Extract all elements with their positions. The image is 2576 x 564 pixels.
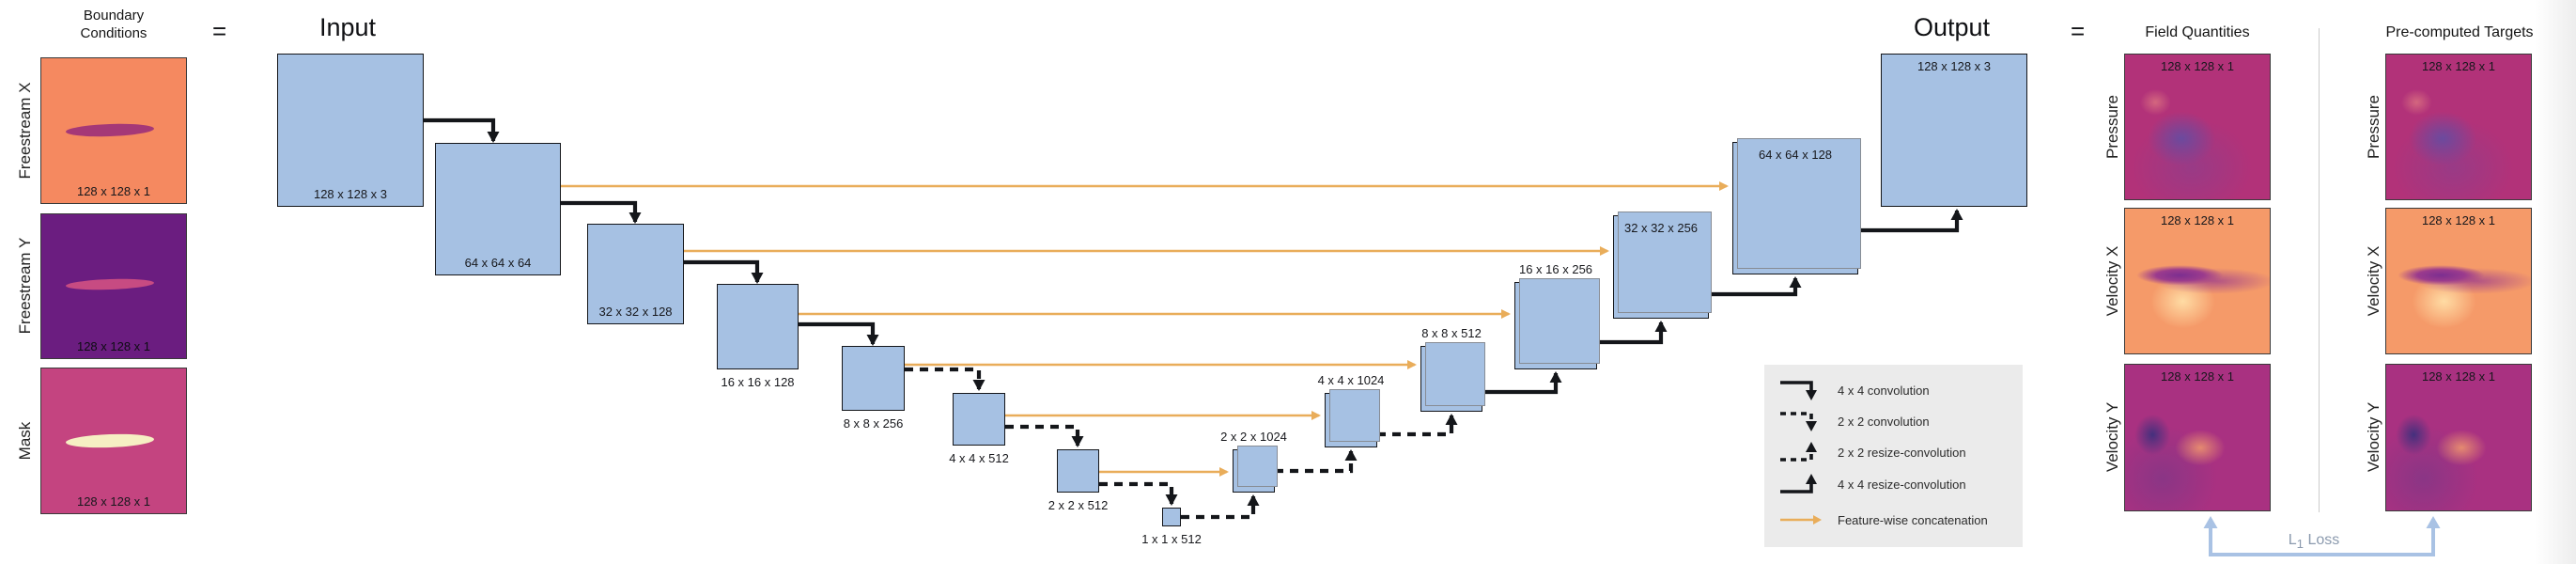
l1-loss-rest: Loss <box>2304 532 2340 548</box>
legend-label: 4 x 4 resize-convolution <box>1838 477 1966 492</box>
legend-label: Feature-wise concatenation <box>1838 512 1988 527</box>
l1-loss-label: L1 Loss <box>2239 532 2389 551</box>
block-dec-2-dims: 2 x 2 x 1024 <box>1220 430 1287 444</box>
block-dec-4-dims: 4 x 4 x 1024 <box>1317 373 1385 387</box>
block-enc-1-dims: 1 x 1 x 512 <box>1141 532 1202 546</box>
pressure-target-image: 128 x 128 x 1 <box>2385 54 2532 200</box>
resize2-arrow <box>1275 449 1358 474</box>
block-enc-64-dims: 64 x 64 x 64 <box>464 256 532 270</box>
block-enc-16: 16 x 16 x 128 <box>717 284 799 389</box>
output-title: Output <box>1914 13 1991 41</box>
block-dec-32: 32 x 32 x 256 <box>1613 211 1712 319</box>
block-dec-4: 4 x 4 x 1024 <box>1318 373 1384 447</box>
block-enc-4: 4 x 4 x 512 <box>949 393 1009 465</box>
block-enc-8-dims: 8 x 8 x 256 <box>843 416 904 431</box>
equals-right: = <box>2071 17 2086 45</box>
resize4-arrow <box>1482 371 1562 395</box>
resize2-legend-icon <box>1780 442 1817 462</box>
pressure-field-image: 128 x 128 x 1 <box>2124 54 2271 200</box>
freestream-y-image: 128 x 128 x 1 <box>40 213 187 359</box>
mask-dims: 128 x 128 x 1 <box>76 494 151 509</box>
legend-item: Feature-wise concatenation <box>1777 506 1988 534</box>
conv2-legend-icon <box>1780 412 1817 431</box>
block-dec-2: 2 x 2 x 1024 <box>1220 430 1287 493</box>
concat-legend-icon <box>1780 515 1822 525</box>
input-title: Input <box>319 13 377 41</box>
legend-label: 2 x 2 convolution <box>1838 414 1930 429</box>
velocity-x-target-dims: 128 x 128 x 1 <box>2421 213 2496 227</box>
block-enc-2: 2 x 2 x 512 <box>1048 449 1108 512</box>
block-enc-2-dims: 2 x 2 x 512 <box>1047 498 1109 512</box>
block-input: 128 x 128 x 3 <box>277 54 424 207</box>
block-dec-8: 8 x 8 x 512 <box>1420 326 1485 412</box>
block-enc-64: 64 x 64 x 64 <box>435 143 561 275</box>
block-dec-64: 64 x 64 x 128 <box>1732 137 1861 274</box>
precomputed-targets-title: Pre-computed Targets <box>2385 24 2534 40</box>
conv4-legend-icon <box>1780 381 1817 400</box>
velocity-y-target-image: 128 x 128 x 1 <box>2385 364 2532 511</box>
block-input-dims: 128 x 128 x 3 <box>313 187 388 201</box>
velocity-y-field-dims: 128 x 128 x 1 <box>2160 369 2235 384</box>
column-divider <box>2319 28 2320 512</box>
block-enc-1: 1 x 1 x 512 <box>1141 508 1202 546</box>
block-dec-16-dims: 16 x 16 x 256 <box>1518 262 1593 276</box>
block-enc-32: 32 x 32 x 128 <box>587 224 684 324</box>
resize4-arrow <box>1597 321 1668 345</box>
velocity-x-field-image: 128 x 128 x 1 <box>2124 208 2271 354</box>
freestream-x-dims: 128 x 128 x 1 <box>76 184 151 198</box>
right-edge-shade <box>2535 0 2576 564</box>
legend-item: 2 x 2 convolution <box>1777 407 1930 435</box>
pressure-target-dims: 128 x 128 x 1 <box>2421 59 2496 73</box>
legend-label: 2 x 2 resize-convolution <box>1838 445 1966 460</box>
freestream-y-dims: 128 x 128 x 1 <box>76 339 151 353</box>
field-quantities-title: Field Quantities <box>2145 24 2250 40</box>
block-dec-8-dims: 8 x 8 x 512 <box>1421 326 1482 340</box>
resize4-legend-icon <box>1780 474 1817 494</box>
l1-loss-base: L <box>2288 532 2297 548</box>
conv2-arrow <box>905 367 985 391</box>
legend-item: 4 x 4 convolution <box>1777 376 1930 404</box>
airfoil-shape <box>65 122 155 138</box>
block-enc-16-dims: 16 x 16 x 128 <box>721 375 795 389</box>
legend-item: 4 x 4 resize-convolution <box>1777 470 1966 498</box>
l1-loss-sub: 1 <box>2296 537 2304 552</box>
boundary-conditions-title: Boundary Conditions <box>80 8 147 41</box>
airfoil-shape <box>65 277 155 291</box>
airfoil-shape <box>65 432 155 449</box>
block-enc-32-dims: 32 x 32 x 128 <box>598 305 673 319</box>
conv2-arrow <box>1005 424 1084 447</box>
conv4-arrow <box>561 200 642 224</box>
resize4-arrow <box>1709 276 1802 297</box>
block-dec-32-dims: 32 x 32 x 256 <box>1623 221 1699 235</box>
block-enc-8: 8 x 8 x 256 <box>842 346 905 431</box>
velocity-x-field-dims: 128 x 128 x 1 <box>2160 213 2235 227</box>
equals-left: = <box>212 17 227 45</box>
block-dec-64-dims: 64 x 64 x 128 <box>1758 148 1833 162</box>
block-output: 128 x 128 x 3 <box>1881 54 2027 207</box>
pressure-field-dims: 128 x 128 x 1 <box>2160 59 2235 73</box>
legend-box: 4 x 4 convolution 2 x 2 convolution 2 x … <box>1764 365 2023 547</box>
velocity-y-target-dims: 128 x 128 x 1 <box>2421 369 2496 384</box>
resize2-arrow <box>1181 494 1260 520</box>
freestream-x-image: 128 x 128 x 1 <box>40 57 187 204</box>
conv4-arrow <box>424 118 500 143</box>
conv4-arrow <box>799 321 879 346</box>
block-dec-16: 16 x 16 x 256 <box>1514 262 1600 369</box>
resize2-arrow <box>1377 414 1458 437</box>
mask-image: 128 x 128 x 1 <box>40 368 187 514</box>
block-enc-4-dims: 4 x 4 x 512 <box>949 451 1009 465</box>
conv2-arrow <box>1099 481 1178 506</box>
legend-label: 4 x 4 convolution <box>1838 383 1930 398</box>
velocity-x-target-image: 128 x 128 x 1 <box>2385 208 2532 354</box>
block-output-dims: 128 x 128 x 3 <box>1916 59 1992 73</box>
legend-item: 2 x 2 resize-convolution <box>1777 438 1966 466</box>
conv4-arrow <box>684 259 764 284</box>
resize4-arrow <box>1858 209 1963 233</box>
velocity-y-field-image: 128 x 128 x 1 <box>2124 364 2271 511</box>
